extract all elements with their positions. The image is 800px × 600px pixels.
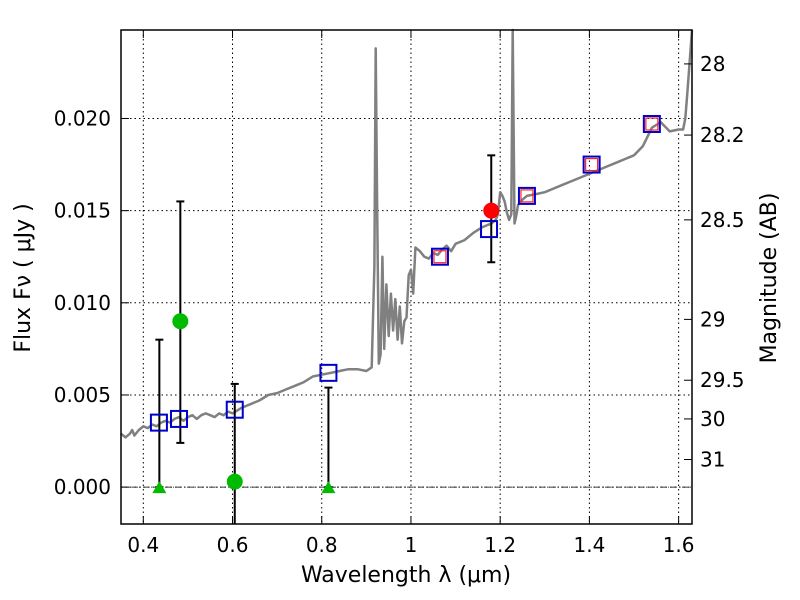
- red-detection-point: [483, 202, 500, 219]
- model-spectrum: [120, 28, 694, 439]
- observed-photometry-square: [585, 157, 599, 172]
- x-tick-label: 1.2: [484, 533, 516, 557]
- y-axis-label-left: Flux Fν ( μJy ): [11, 203, 36, 352]
- model-photometry-square: [517, 186, 536, 205]
- mag-tick-label: 30: [700, 407, 725, 431]
- observed-photometry-square: [645, 117, 659, 131]
- x-tick-label: 0.8: [306, 533, 338, 557]
- mag-tick-label: 29.5: [700, 368, 745, 392]
- y-tick-label: 0.010: [54, 291, 111, 315]
- x-tick-label: 0.4: [127, 533, 159, 557]
- model-photometry-square: [169, 409, 188, 428]
- x-tick-label: 1: [405, 533, 418, 557]
- x-axis-label: Wavelength λ (μm): [301, 563, 511, 588]
- x-tick-label: 0.6: [217, 533, 249, 557]
- observed-photometry-square: [433, 250, 447, 264]
- mag-tick-label: 31: [700, 447, 725, 471]
- model-photometry-square: [319, 363, 338, 382]
- axis-ticks: 0.4 0.6 0.8 1 1.2 1.4 1.6 0.000 0.005 0.010 0.015 0…: [54, 30, 745, 557]
- x-tick-label: 1.6: [663, 533, 695, 557]
- mag-tick-label: 28.2: [700, 123, 745, 147]
- plot-frame: [120, 29, 693, 525]
- model-photometry-square: [582, 155, 601, 174]
- y-tick-label: 0.020: [54, 106, 111, 130]
- green-upper-limit-triangle: [321, 481, 336, 494]
- model-photometry-square: [480, 220, 499, 239]
- mag-tick-label: 28: [700, 52, 725, 76]
- green-measurement-point: [226, 473, 243, 490]
- y-axis-label-right: Magnitude (AB): [757, 193, 782, 364]
- green-upper-limit-triangle: [152, 481, 167, 494]
- observed-photometry-square: [520, 189, 534, 203]
- model-photometry-square: [642, 115, 661, 134]
- y-tick-label: 0.015: [54, 199, 111, 223]
- mag-tick-label: 28.5: [700, 208, 745, 232]
- grid: [121, 30, 692, 524]
- y-tick-label: 0.005: [54, 383, 111, 407]
- model-spectrum-line: [120, 28, 694, 439]
- green-measurement-point: [172, 313, 189, 330]
- model-photometry-square: [225, 400, 244, 419]
- data-markers: [149, 115, 661, 494]
- y-tick-label: 0.000: [54, 475, 111, 499]
- model-photometry-square: [149, 413, 168, 432]
- mag-tick-label: 29: [700, 307, 725, 331]
- model-photometry-square: [430, 247, 449, 266]
- x-tick-label: 1.4: [573, 533, 605, 557]
